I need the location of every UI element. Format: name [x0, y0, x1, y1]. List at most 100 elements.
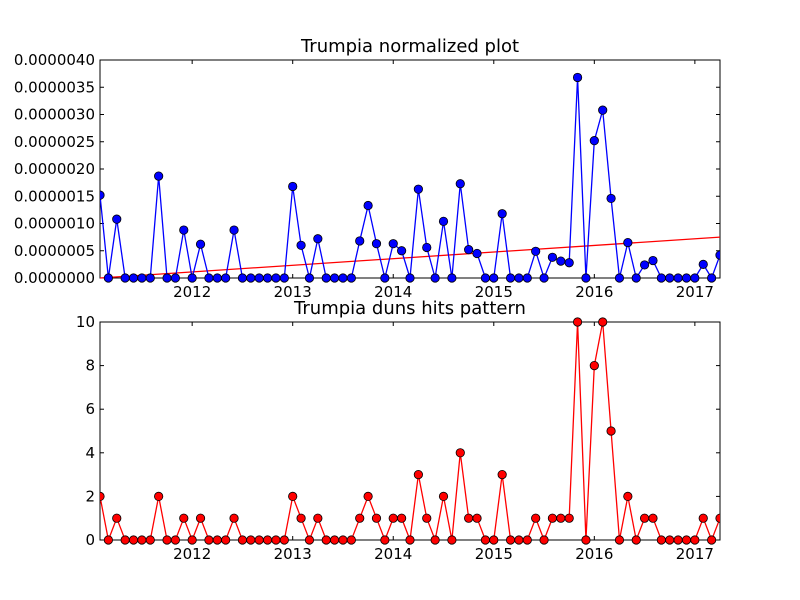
y-tick-label: 6: [85, 400, 95, 418]
data-point: [380, 535, 390, 545]
chart-title: Trumpia duns hits pattern: [293, 298, 526, 319]
y-tick-label: 2: [85, 487, 95, 505]
data-point: [321, 273, 331, 283]
data-point: [598, 105, 608, 115]
data-point: [413, 469, 423, 480]
data-point: [329, 273, 340, 283]
chart-title: Trumpia normalized plot: [300, 36, 519, 57]
data-point: [572, 72, 583, 83]
data-point: [346, 535, 356, 545]
data-point: [162, 535, 172, 545]
data-point: [497, 209, 507, 219]
data-point: [581, 535, 591, 545]
data-point: [531, 246, 541, 256]
data-point: [673, 535, 683, 545]
data-point: [455, 179, 465, 189]
x-tick-label: 2017: [676, 545, 714, 563]
data-point: [430, 273, 440, 283]
data-point: [128, 535, 139, 545]
data-point: [631, 273, 641, 283]
data-point: [690, 535, 700, 545]
data-point: [221, 273, 231, 283]
data-point: [681, 535, 692, 545]
data-point: [589, 360, 599, 371]
y-tick-label: 4: [85, 444, 95, 462]
data-point: [656, 273, 666, 283]
data-point: [447, 535, 457, 545]
data-point: [179, 225, 189, 235]
data-point: [539, 535, 549, 545]
data-point: [229, 225, 239, 235]
data-point: [648, 513, 658, 523]
data-point: [246, 273, 256, 283]
data-point: [296, 513, 306, 523]
data-point: [505, 535, 516, 545]
data-point: [103, 535, 113, 545]
data-point: [665, 535, 675, 545]
x-tick-label: 2012: [173, 283, 211, 301]
data-point: [346, 273, 356, 283]
x-tick-label: 2017: [676, 283, 714, 301]
data-point: [120, 535, 130, 545]
data-point: [112, 214, 122, 224]
data-point: [606, 193, 616, 204]
y-tick-label: 0.0000000: [14, 269, 95, 287]
data-point: [648, 255, 658, 266]
data-point: [179, 513, 189, 523]
data-point: [564, 513, 574, 523]
data-point: [246, 535, 256, 545]
data-point: [137, 273, 147, 283]
data-point: [279, 273, 289, 283]
data-point: [539, 273, 549, 283]
data-point: [472, 248, 482, 259]
data-point: [288, 181, 298, 192]
data-point: [162, 273, 172, 283]
data-point: [505, 273, 516, 283]
data-point: [363, 200, 373, 211]
data-point: [112, 513, 122, 523]
data-point: [614, 535, 625, 545]
data-point: [698, 513, 708, 523]
data-point: [338, 535, 348, 545]
data-point: [614, 273, 625, 283]
x-tick-label: 2016: [575, 283, 613, 301]
data-point: [405, 273, 415, 283]
data-point: [430, 535, 440, 545]
trend-line: [100, 236, 720, 279]
y-tick-label: 0.0000040: [14, 51, 95, 69]
data-point: [707, 273, 717, 283]
data-point: [262, 535, 273, 545]
data-point: [329, 535, 340, 545]
data-point: [304, 535, 315, 545]
x-tick-label: 2012: [173, 545, 211, 563]
data-point: [698, 259, 708, 269]
plot-area: [100, 72, 720, 283]
y-tick-label: 0.0000015: [14, 187, 95, 205]
data-point: [438, 491, 449, 501]
data-point: [497, 469, 507, 480]
data-point: [313, 234, 323, 244]
chart-1: Trumpia normalized plot 0.0000000 0.000000…: [14, 36, 721, 301]
data-point: [338, 273, 348, 283]
data-point: [279, 535, 289, 545]
data-point: [128, 273, 139, 283]
data-point: [447, 273, 457, 283]
data-point: [707, 535, 717, 545]
data-point: [639, 513, 650, 523]
series-line: [100, 77, 720, 280]
data-point: [514, 273, 524, 283]
x-tick-label: 2014: [374, 545, 412, 563]
data-point: [556, 513, 566, 523]
data-point: [464, 245, 474, 255]
data-point: [355, 513, 365, 523]
data-point: [623, 491, 633, 501]
data-point: [397, 513, 407, 523]
y-tick-label: 0.0000020: [14, 160, 95, 178]
data-point: [237, 535, 248, 545]
data-point: [715, 513, 720, 523]
data-point: [690, 273, 700, 283]
data-point: [103, 273, 113, 283]
x-tick-label: 2013: [274, 545, 312, 563]
data-point: [170, 535, 181, 545]
data-point: [212, 535, 222, 545]
